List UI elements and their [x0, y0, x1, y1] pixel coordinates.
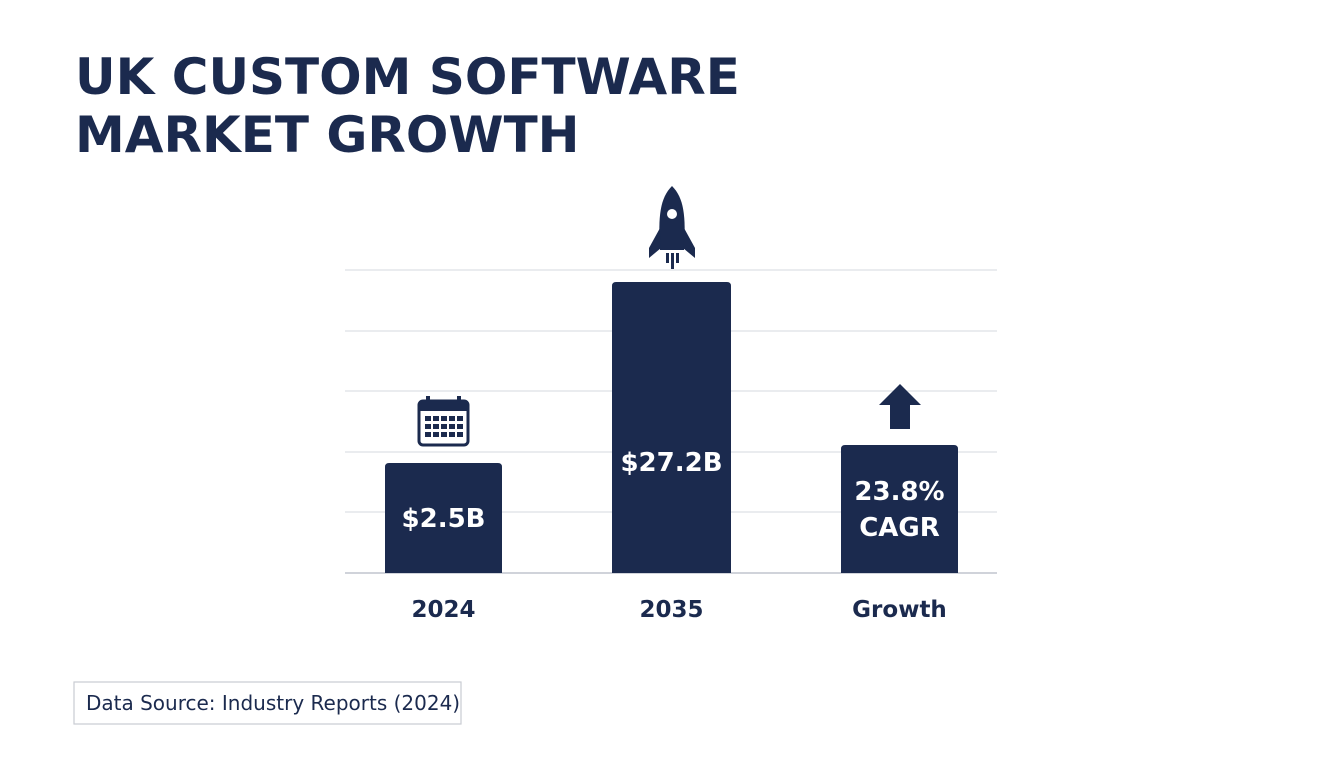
- bar-label: $2.5B: [402, 504, 486, 534]
- category-label: 2024: [411, 597, 475, 623]
- rocket-icon: [649, 186, 695, 269]
- bar-label: 23.8%: [854, 477, 944, 507]
- bar-label: CAGR: [859, 513, 940, 543]
- bar-label: $27.2B: [620, 448, 722, 478]
- calendar-icon: [417, 396, 470, 447]
- source: Data Source: Industry Reports (2024): [86, 691, 460, 715]
- bars: $2.5B 2024 $27.2B 2035 23.8% CAGR Growth: [385, 282, 958, 623]
- category-label: 2035: [639, 597, 703, 623]
- bar: [385, 463, 502, 573]
- category-label: Growth: [852, 597, 947, 623]
- source-box: [73, 681, 462, 725]
- bar: [841, 445, 958, 573]
- arrow-up-icon: [879, 384, 921, 429]
- title-line: UK CUSTOM SOFTWARE: [75, 48, 740, 106]
- title-line: MARKET GROWTH: [75, 106, 580, 164]
- bar: [612, 282, 731, 573]
